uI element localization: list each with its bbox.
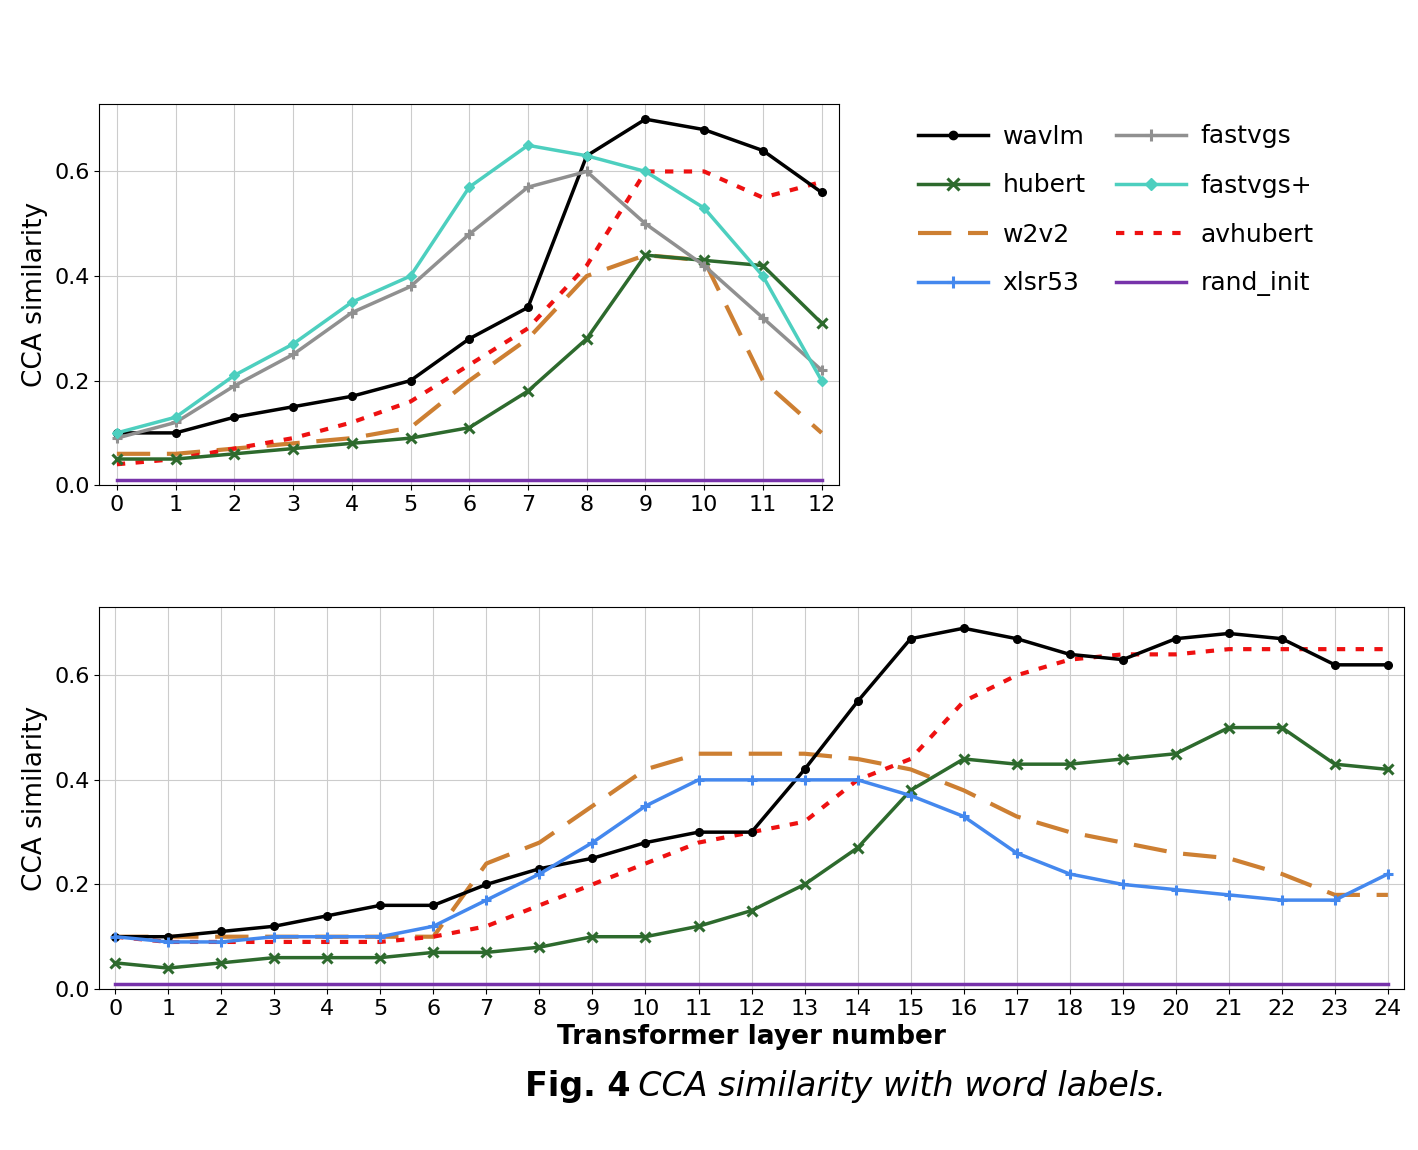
X-axis label: Transformer layer number: Transformer layer number [557,1025,946,1050]
Text: . CCA similarity with word labels.: . CCA similarity with word labels. [617,1071,1166,1103]
Y-axis label: CCA similarity: CCA similarity [23,201,48,386]
Text: Fig. 4: Fig. 4 [525,1071,630,1103]
Y-axis label: CCA similarity: CCA similarity [23,706,48,891]
Legend: wavlm, hubert, w2v2, xlsr53, fastvgs, fastvgs+, avhubert, rand_init: wavlm, hubert, w2v2, xlsr53, fastvgs, fa… [898,105,1334,316]
